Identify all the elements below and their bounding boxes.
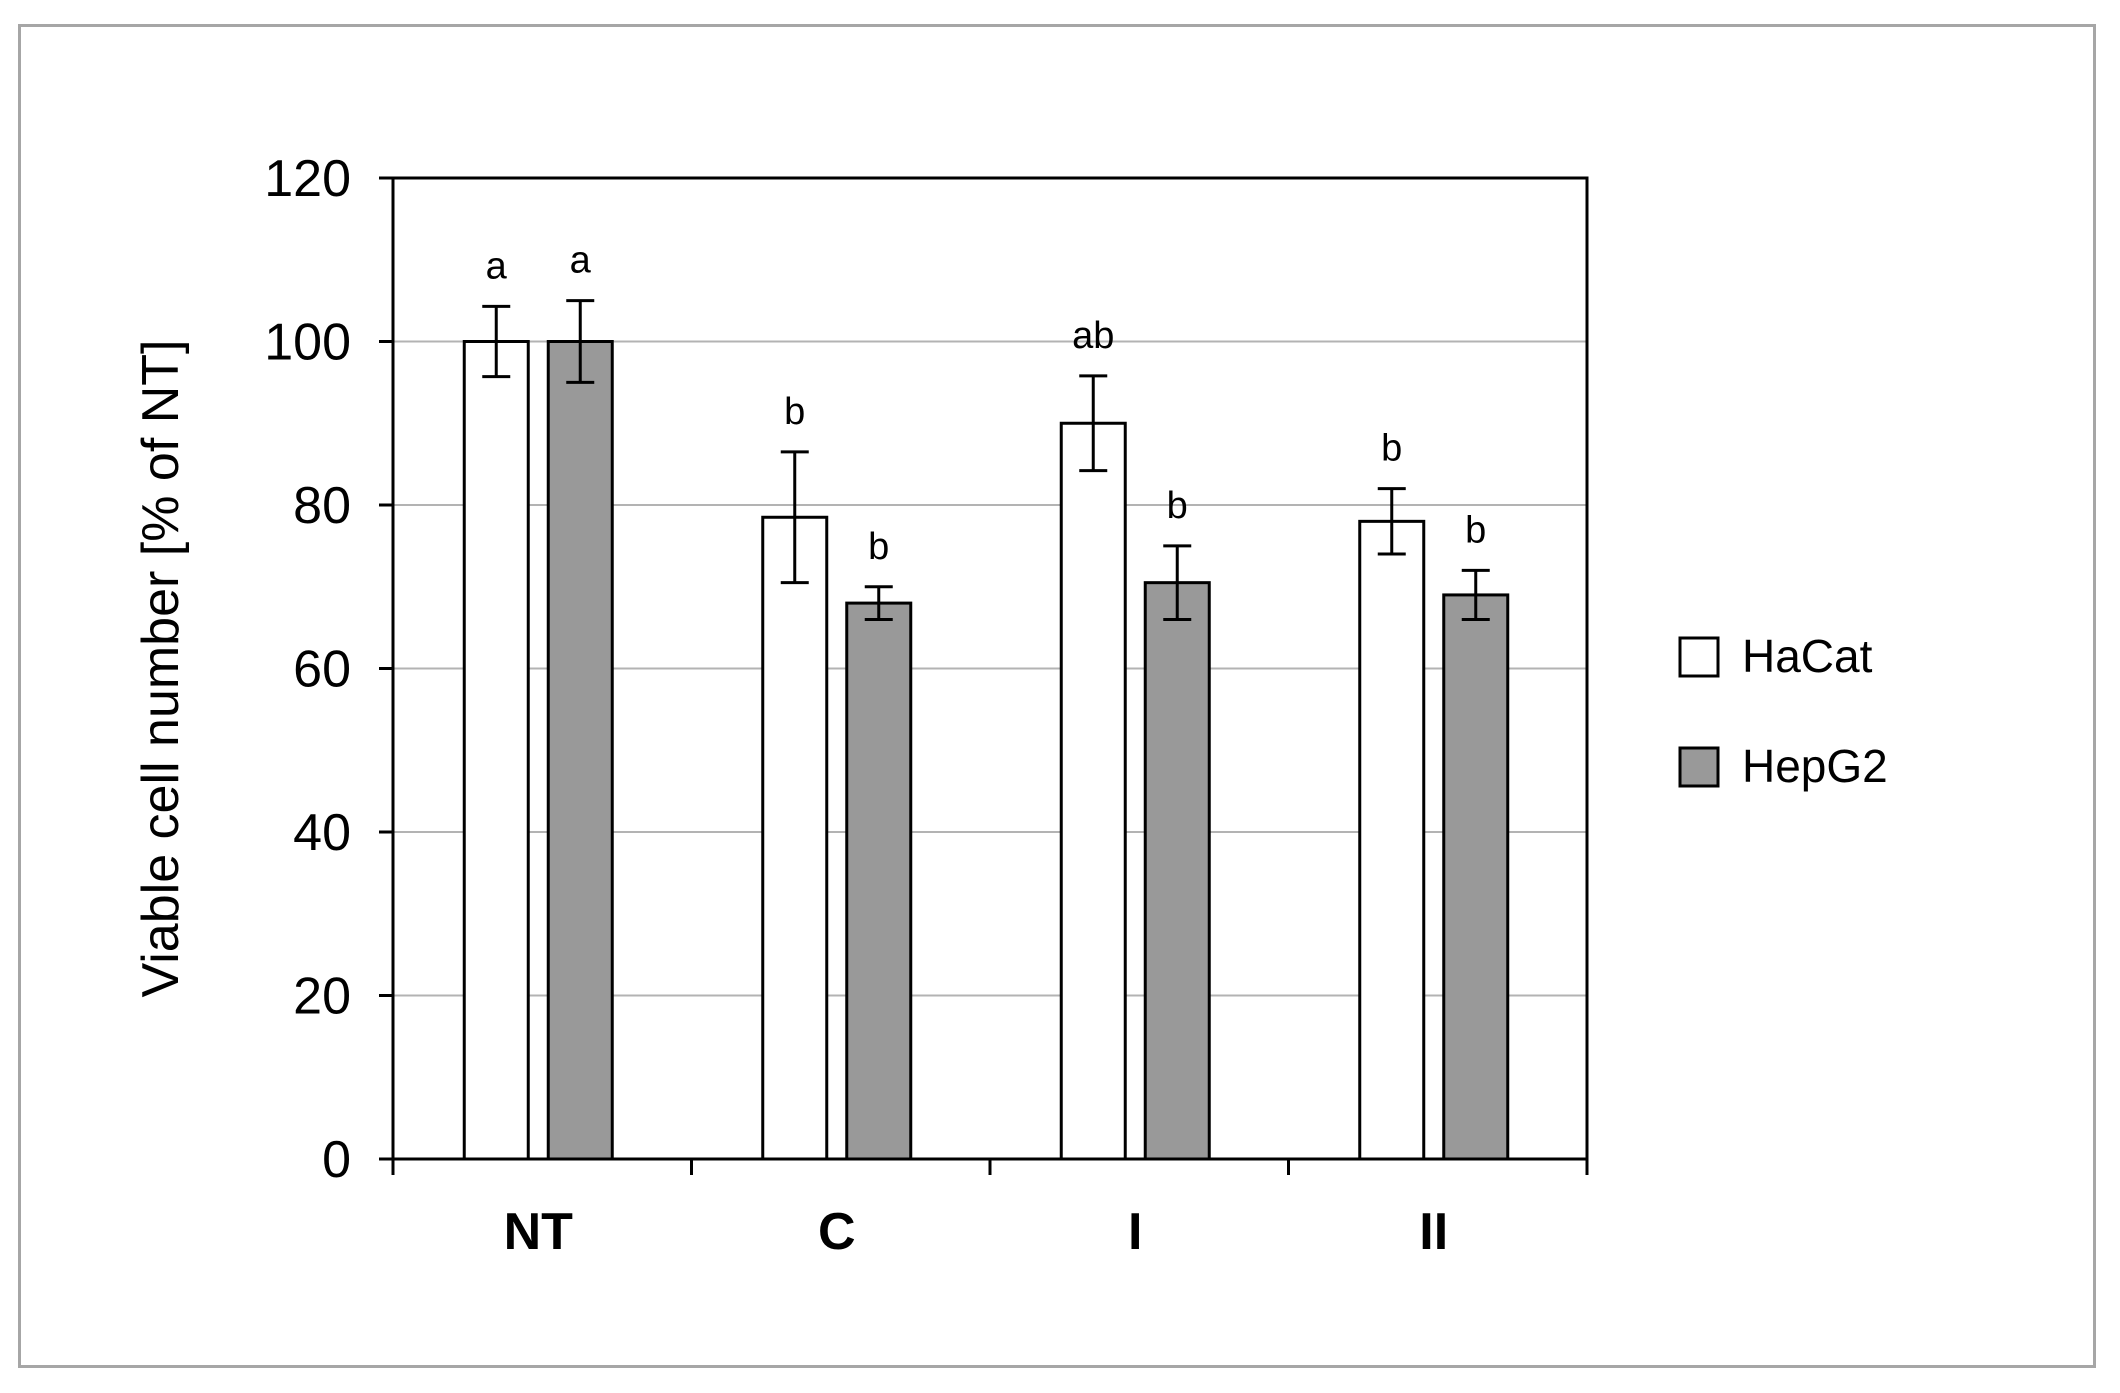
significance-letter: ab [1072,315,1114,357]
significance-letter: b [1167,485,1188,527]
error-bars [482,299,1490,621]
y-tick-label: 0 [322,1131,351,1189]
bar-hepg2-ii [1442,593,1510,1161]
bar-hacat-c [761,515,829,1161]
legend-swatch-hacat [1678,636,1720,678]
bar-hacat-i [1059,421,1127,1161]
legend-label-hepg2: HepG2 [1742,740,1888,792]
significance-letter: b [784,391,805,433]
y-tick-label: 120 [264,150,351,208]
y-tick-label: 80 [293,477,351,535]
bar-hepg2-i [1143,581,1211,1161]
figure-frame [18,24,2096,1368]
y-axis-title: Viable cell number [% of NT] [132,340,190,998]
significance-letter: b [868,526,889,568]
significance-letter: b [1465,509,1486,551]
x-category-label: C [818,1203,856,1261]
bar-hepg2-nt [546,340,614,1161]
legend-swatch-hepg2 [1678,746,1720,788]
x-category-label: I [1128,1203,1142,1261]
y-tick-label: 40 [293,804,351,862]
y-tick-label: 20 [293,968,351,1026]
x-category-label: II [1419,1203,1448,1261]
bar-hacat-nt [462,340,530,1161]
y-tick-label: 60 [293,641,351,699]
significance-letter: a [570,240,592,282]
y-tick-label: 100 [264,314,351,372]
legend: HaCat HepG2 [1678,630,1888,792]
legend-label-hacat: HaCat [1742,630,1873,682]
bar-hepg2-c [845,601,913,1161]
significance-letter: b [1381,428,1402,470]
bars [462,340,1510,1161]
significance-letter: a [486,245,508,287]
x-category-label: NT [504,1203,574,1261]
bar-hacat-ii [1358,519,1426,1161]
